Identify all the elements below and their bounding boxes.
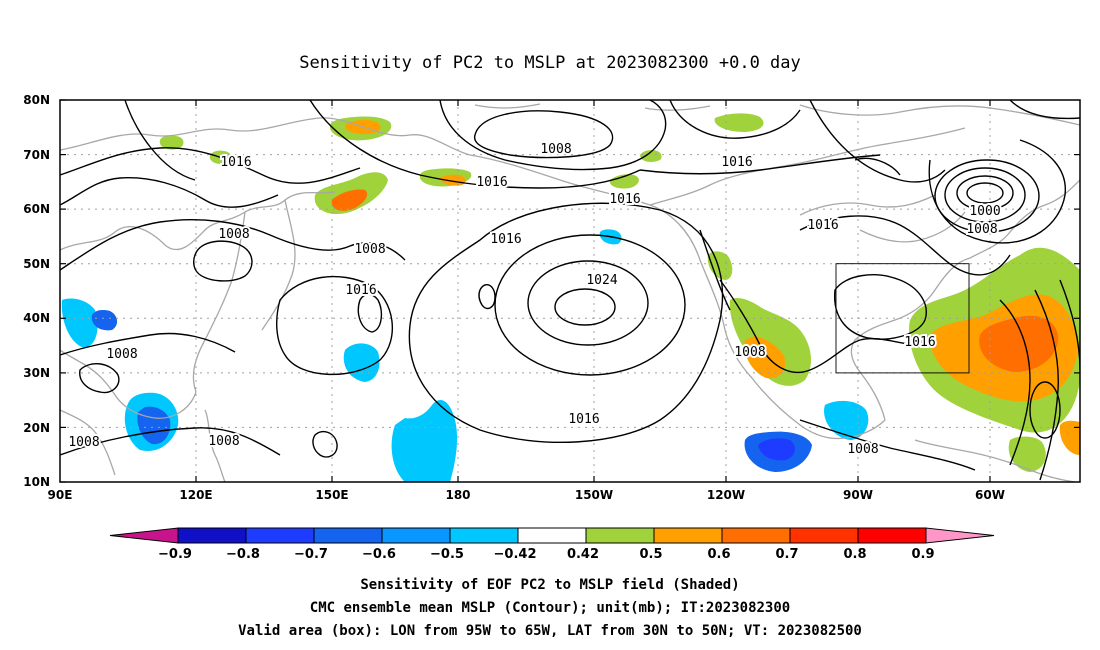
contour-label: 1008 — [966, 222, 997, 237]
lon-label: 90W — [843, 488, 873, 502]
colorbar-label: 0.6 — [707, 547, 730, 562]
negative-area — [61, 298, 98, 348]
lat-label: 40N — [23, 311, 50, 325]
colorbar-label: −0.42 — [494, 547, 537, 562]
contour-label: 1016 — [568, 412, 599, 427]
contour-labels: 1016 1008 1016 1016 1016 1008 1016 1016 … — [66, 140, 1002, 459]
contour-label: 1008 — [540, 142, 571, 157]
negative-area — [391, 400, 458, 482]
contour-label: 1016 — [609, 192, 640, 207]
lon-label: 60W — [975, 488, 1005, 502]
valid-area-box — [835, 263, 970, 374]
colorbar-label: −0.5 — [430, 547, 464, 562]
contour-label: 1000 — [969, 204, 1000, 219]
lon-label: 150W — [575, 488, 613, 502]
colorbar-label: −0.9 — [158, 547, 192, 562]
positive-area — [609, 174, 639, 189]
positive-area — [1059, 420, 1080, 455]
caption-valid-area: Valid area (box): LON from 95W to 65W, L… — [238, 623, 862, 639]
colorbar-swatch — [721, 527, 791, 544]
positive-area — [640, 150, 662, 163]
colorbar-label: 0.42 — [567, 547, 599, 562]
axis-ticks — [60, 99, 1080, 483]
coastlines — [60, 103, 1080, 482]
mslp-contours — [60, 100, 1080, 481]
positive-area — [707, 251, 733, 280]
contour-label: 1016 — [345, 283, 376, 298]
map-title: Sensitivity of PC2 to MSLP at 2023082300… — [299, 53, 801, 73]
lat-label: 50N — [23, 257, 50, 271]
negative-area — [758, 438, 795, 461]
positive-area — [159, 135, 184, 150]
contour-label: 1016 — [476, 175, 507, 190]
positive-shading — [159, 113, 1080, 472]
colorbar-swatch — [857, 527, 927, 544]
map-frame — [59, 99, 1081, 483]
lon-label: 150E — [315, 488, 348, 502]
lat-label: 10N — [23, 475, 50, 489]
colorbar-swatch — [517, 527, 587, 544]
lat-label: 60N — [23, 202, 50, 216]
colorbar-label: 0.5 — [639, 547, 662, 562]
colorbar-swatch — [177, 527, 247, 544]
colorbar-label: −0.6 — [362, 547, 396, 562]
positive-area — [331, 189, 368, 211]
colorbar-label: −0.8 — [226, 547, 260, 562]
negative-area — [343, 343, 380, 382]
colorbar: −0.9 −0.8 −0.7 −0.6 −0.5 −0.42 0.42 0.5 0.6 0.7 0.… — [109, 527, 995, 562]
lat-label: 20N — [23, 421, 50, 435]
contour-label: 1008 — [106, 347, 137, 362]
caption-contour: CMC ensemble mean MSLP (Contour); unit(m… — [310, 600, 790, 616]
colorbar-label: 0.7 — [775, 547, 798, 562]
colorbar-swatch — [789, 527, 859, 544]
lat-label: 30N — [23, 366, 50, 380]
lat-label: 80N — [23, 93, 50, 107]
colorbar-swatch — [449, 527, 519, 544]
colorbar-swatch — [381, 527, 451, 544]
contour-label: 1016 — [220, 155, 251, 170]
lon-label: 120W — [707, 488, 745, 502]
colorbar-under-arrow — [109, 527, 179, 544]
colorbar-swatch — [653, 527, 723, 544]
contour-label: 1016 — [490, 232, 521, 247]
contour-label: 1008 — [734, 345, 765, 360]
negative-area — [824, 400, 869, 440]
contour-label: 1016 — [904, 335, 935, 350]
contour-label: 1024 — [586, 273, 617, 288]
positive-area — [714, 113, 764, 132]
lat-label: 70N — [23, 148, 50, 162]
positive-area — [979, 315, 1059, 372]
contour-label: 1016 — [721, 155, 752, 170]
lon-label: 90E — [48, 488, 73, 502]
contour-label: 1008 — [354, 242, 385, 257]
colorbar-label: 0.9 — [911, 547, 934, 562]
positive-area — [729, 297, 812, 386]
lon-labels: 90E 120E 150E 180 150W 120W 90W 60W — [48, 488, 1005, 502]
caption-shaded: Sensitivity of EOF PC2 to MSLP field (Sh… — [360, 577, 739, 593]
colorbar-swatch — [585, 527, 655, 544]
colorbar-over-arrow — [925, 527, 995, 544]
colorbar-label: −0.7 — [294, 547, 328, 562]
colorbar-swatch — [313, 527, 383, 544]
graticule — [60, 100, 1080, 482]
lon-label: 120E — [179, 488, 212, 502]
contour-label: 1016 — [807, 218, 838, 233]
contour-label: 1008 — [847, 442, 878, 457]
colorbar-label: 0.8 — [843, 547, 866, 562]
colorbar-swatch — [245, 527, 315, 544]
lon-label: 180 — [445, 488, 470, 502]
sensitivity-shading — [61, 229, 869, 482]
contour-label: 1008 — [218, 227, 249, 242]
contour-label: 1008 — [208, 434, 239, 449]
lat-labels: 80N 70N 60N 50N 40N 30N 20N 10N — [23, 93, 50, 489]
positive-area — [744, 336, 786, 379]
contour-label: 1008 — [68, 435, 99, 450]
negative-area — [91, 310, 118, 331]
